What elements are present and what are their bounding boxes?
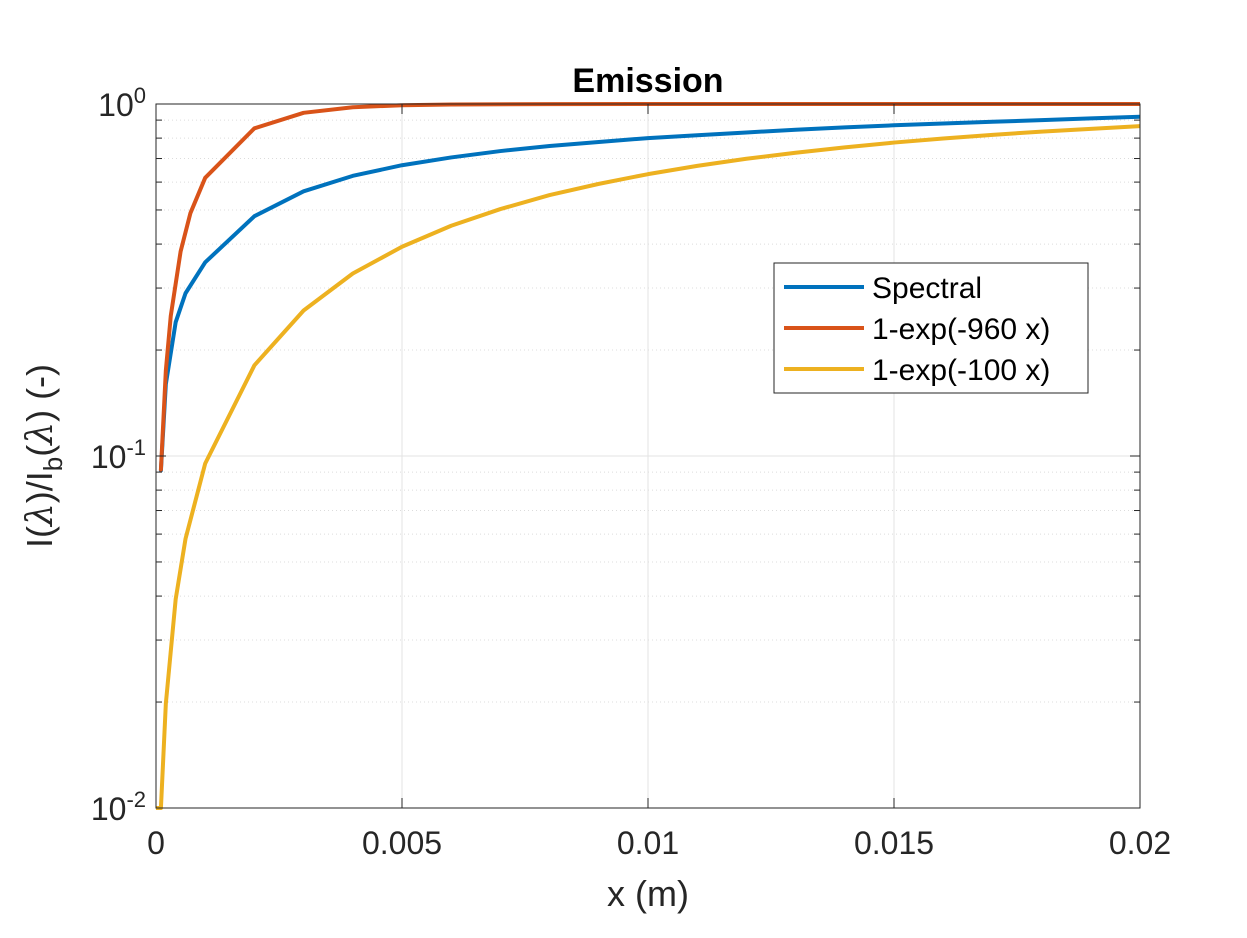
y-tick-label: 10-2 [91, 787, 146, 827]
y-axis-label: I(λ)/Ib(λ) (-) [19, 364, 68, 548]
series-line-0 [158, 114, 1140, 473]
x-tick-label: 0.005 [362, 825, 442, 861]
y-label-lambda-1: λ [20, 503, 61, 528]
y-label-part-1: I( [19, 526, 60, 548]
y-tick-base: 10 [91, 791, 127, 827]
legend: Spectral 1-exp(-960 x) 1-exp(-100 x) [773, 262, 1089, 394]
y-tick-base: 10 [91, 439, 127, 475]
y-tick-exponent: -2 [126, 787, 146, 812]
x-tick-label: 0.02 [1109, 825, 1171, 861]
legend-label-exp-960: 1-exp(-960 x) [872, 313, 1050, 346]
y-tick-base: 10 [98, 87, 134, 123]
y-label-part-3: ( [19, 445, 60, 457]
y-label-part-2: )/I [19, 471, 60, 503]
legend-label-spectral: Spectral [872, 272, 982, 305]
legend-label-exp-100: 1-exp(-100 x) [872, 354, 1050, 387]
y-label-subscript: b [38, 457, 68, 471]
y-tick-exponent: -1 [126, 435, 146, 460]
y-tick-label: 10-1 [91, 435, 146, 475]
x-axis-label: x (m) [607, 873, 689, 914]
major-grid [156, 104, 1140, 808]
tick-marks [155, 103, 1141, 809]
y-tick-label: 100 [98, 83, 146, 123]
x-tick-label: 0 [147, 825, 165, 861]
x-tick-label: 0.01 [617, 825, 679, 861]
chart-title: Emission [572, 62, 723, 100]
x-tick-labels: 0 0.005 0.01 0.015 0.02 [147, 825, 1171, 861]
series-0 [158, 114, 1140, 473]
y-label-lambda-2: λ [20, 422, 61, 447]
x-tick-label: 0.015 [854, 825, 934, 861]
y-label-part-4: ) (-) [19, 364, 60, 422]
y-tick-exponent: 0 [134, 83, 146, 108]
